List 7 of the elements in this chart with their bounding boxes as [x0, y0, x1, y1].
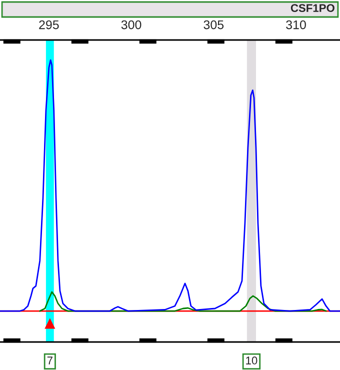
band-label: 10: [246, 356, 258, 364]
x-tick-label: 300: [121, 20, 142, 30]
x-tick-label: 310: [286, 20, 306, 30]
chart-title: CSF1PO: [290, 4, 334, 12]
x-tick-label: 305: [204, 20, 224, 30]
band-label: 7: [47, 356, 52, 364]
x-tick-label: 295: [39, 20, 59, 30]
